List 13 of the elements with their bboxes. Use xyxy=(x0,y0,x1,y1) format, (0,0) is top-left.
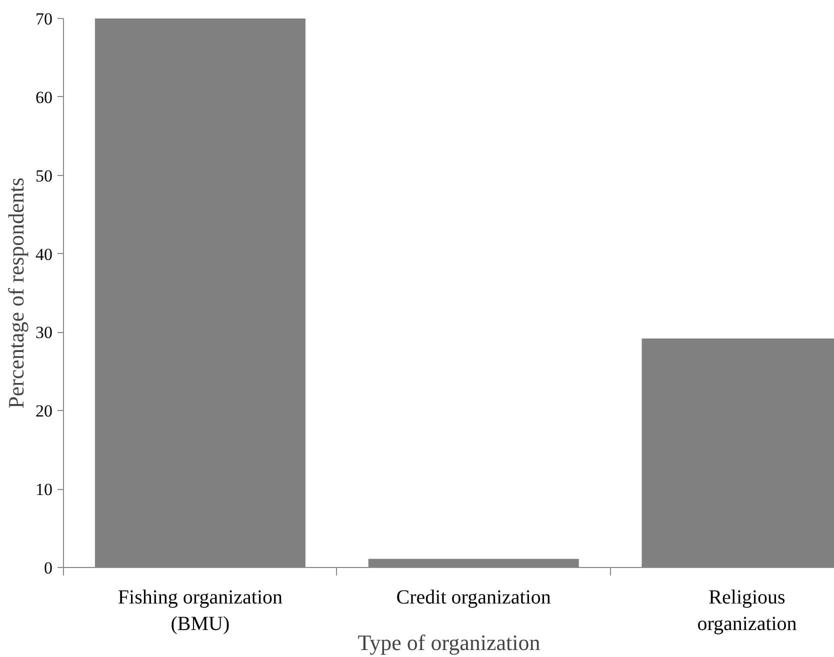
y-tick-label: 40 xyxy=(36,244,52,264)
y-tick-label: 0 xyxy=(44,558,52,578)
x-tick-label: Credit organization xyxy=(396,586,551,608)
y-tick-label: 60 xyxy=(36,88,52,107)
y-tick-label: 20 xyxy=(36,402,52,421)
y-tick-label: 70 xyxy=(36,10,52,28)
y-tick-label: 30 xyxy=(36,323,52,342)
x-tick-label: Religious organization xyxy=(697,586,797,635)
y-tick-label: 10 xyxy=(36,480,52,500)
y-tick-label: 50 xyxy=(36,166,52,186)
x-axis-title: Type of organization xyxy=(358,630,540,655)
y-axis-title: Percentage of respondents xyxy=(4,178,28,408)
x-tick-label: Fishing organization (BMU) xyxy=(118,586,283,635)
